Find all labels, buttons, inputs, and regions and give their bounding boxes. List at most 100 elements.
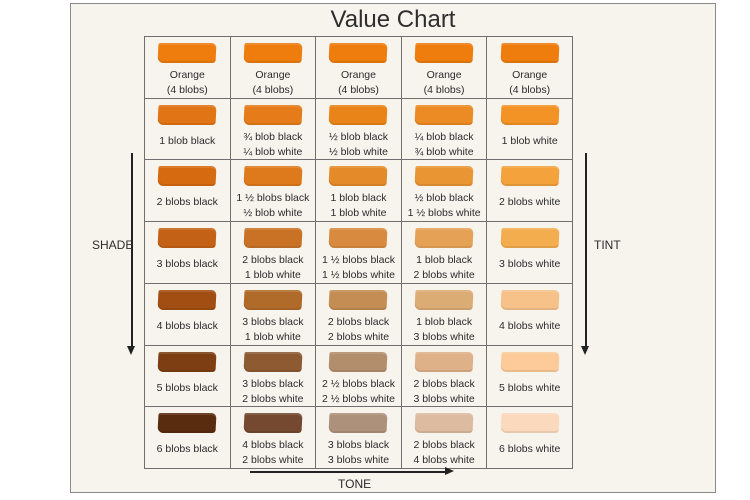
mix-label: 6 blobs black (156, 443, 218, 456)
value-cell: 3 blobs black 2 blobs white (230, 345, 317, 408)
paint-swatch (243, 413, 303, 434)
value-cell: 3 blobs black 3 blobs white (316, 407, 402, 469)
paint-swatch (414, 166, 474, 187)
value-cell: 4 blobs white (487, 283, 573, 346)
paint-swatch (328, 166, 389, 187)
paint-swatch (157, 413, 217, 434)
mix-label: 4 blobs black (156, 319, 218, 332)
value-cell: 1 ½ blobs black 1 ½ blobs white (316, 222, 402, 284)
value-cell: 5 blobs black (145, 345, 231, 408)
value-cell: 2 blobs black 2 blobs white (316, 283, 402, 346)
paint-swatch (328, 228, 389, 249)
mix-label: Orange (4 blobs) (509, 69, 551, 96)
mix-label: ½ blob black ½ blob white (329, 130, 388, 158)
paint-swatch (500, 228, 560, 249)
value-cell: 6 blobs black (145, 407, 231, 469)
value-cell: 1 blob black 2 blobs white (401, 222, 488, 284)
value-cell: 2 blobs white (487, 160, 573, 223)
value-cell: 3 blobs black (145, 222, 231, 284)
shade-arrow-line (131, 153, 133, 347)
value-cell: 1 blob black 1 blob white (316, 160, 402, 223)
paint-swatch (414, 104, 474, 125)
paint-swatch (243, 289, 303, 310)
value-cell: 4 blobs black 2 blobs white (230, 407, 317, 469)
mix-label: 2 blobs white (499, 196, 561, 209)
mix-label: 3 blobs white (499, 258, 561, 271)
paint-swatch (157, 351, 217, 372)
paint-swatch (157, 228, 217, 249)
mix-label: 2 blobs black 1 blob white (242, 254, 304, 282)
paint-swatch (157, 289, 217, 310)
mix-label: 1 blob black (159, 134, 216, 147)
value-cell: ½ blob black 1 ½ blobs white (401, 160, 488, 223)
value-cell: Orange (4 blobs) (401, 37, 488, 99)
paint-swatch (328, 289, 389, 310)
tint-arrow-head (581, 346, 589, 355)
paint-swatch (243, 43, 303, 63)
value-cell: ½ blob black ½ blob white (316, 98, 402, 161)
value-cell: 1 blob white (487, 98, 573, 161)
value-cell: 3 blobs black 1 blob white (230, 283, 317, 346)
paint-swatch (500, 351, 560, 372)
chart-title: Value Chart (330, 6, 456, 33)
paint-swatch (414, 289, 474, 310)
paint-swatch (500, 166, 560, 187)
paint-swatch (243, 228, 303, 249)
mix-label: 2 ½ blobs black 2 ½ blobs white (322, 377, 395, 405)
paint-swatch (328, 413, 389, 434)
paint-swatch (328, 104, 389, 125)
mix-label: 1 ½ blobs black ½ blob white (236, 192, 310, 220)
mix-label: 2 blobs black 2 blobs white (327, 315, 390, 343)
mix-label: 6 blobs white (499, 443, 561, 456)
tint-label: TINT (594, 238, 621, 252)
paint-swatch (414, 228, 474, 249)
paint-swatch (243, 351, 303, 372)
mix-label: Orange (4 blobs) (252, 69, 294, 96)
value-cell: Orange (4 blobs) (145, 37, 231, 99)
mix-label: 4 blobs black 2 blobs white (242, 439, 304, 467)
mix-label: ¾ blob black ¼ blob white (243, 130, 303, 158)
value-cell: 2 blobs black 3 blobs white (401, 345, 488, 408)
value-chart-grid: Orange (4 blobs) Orange (4 blobs) Orange (… (144, 36, 573, 469)
value-cell: 4 blobs black (145, 283, 231, 346)
mix-label: 5 blobs black (156, 381, 218, 394)
value-cell: 3 blobs white (487, 222, 573, 284)
paint-swatch (500, 289, 560, 310)
mix-label: 2 blobs black 4 blobs white (413, 439, 475, 467)
value-cell: 2 blobs black 1 blob white (230, 222, 317, 284)
mix-label: 1 blob white (501, 134, 558, 147)
mix-label: 4 blobs white (499, 319, 561, 332)
paint-swatch (414, 43, 474, 63)
tone-arrow-head (445, 467, 454, 475)
value-cell: 2 ½ blobs black 2 ½ blobs white (316, 345, 402, 408)
mix-label: 1 blob black 2 blobs white (413, 254, 475, 282)
value-cell: 1 blob black 3 blobs white (401, 283, 488, 346)
mix-label: 2 blobs black (156, 196, 218, 209)
mix-label: 1 blob black 3 blobs white (413, 315, 475, 343)
paint-swatch (328, 351, 389, 372)
value-cell: 2 blobs black 4 blobs white (401, 407, 488, 469)
paint-swatch (243, 104, 303, 125)
mix-label: Orange (4 blobs) (423, 69, 465, 96)
mix-label: ½ blob black 1 ½ blobs white (407, 192, 481, 220)
paint-swatch (500, 413, 560, 434)
mix-label: ¼ blob black ¾ blob white (414, 130, 474, 158)
shade-arrow-head (127, 346, 135, 355)
paint-swatch (157, 166, 217, 187)
tone-label: TONE (338, 477, 372, 491)
value-cell: 6 blobs white (487, 407, 573, 469)
paint-swatch (243, 166, 303, 187)
mix-label: 3 blobs black 2 blobs white (242, 377, 304, 405)
value-cell: Orange (4 blobs) (316, 37, 402, 99)
value-cell: 5 blobs white (487, 345, 573, 408)
value-cell: Orange (4 blobs) (230, 37, 317, 99)
shade-label: SHADE (92, 238, 134, 252)
value-cell: 1 ½ blobs black ½ blob white (230, 160, 317, 223)
mix-label: 2 blobs black 3 blobs white (413, 377, 475, 405)
value-cell: ¾ blob black ¼ blob white (230, 98, 317, 161)
value-cell: ¼ blob black ¾ blob white (401, 98, 488, 161)
value-chart-frame: Value Chart (70, 3, 716, 493)
mix-label: 3 blobs black 3 blobs white (327, 439, 390, 467)
tint-arrow-line (585, 153, 587, 347)
mix-label: 3 blobs black 1 blob white (242, 315, 304, 343)
